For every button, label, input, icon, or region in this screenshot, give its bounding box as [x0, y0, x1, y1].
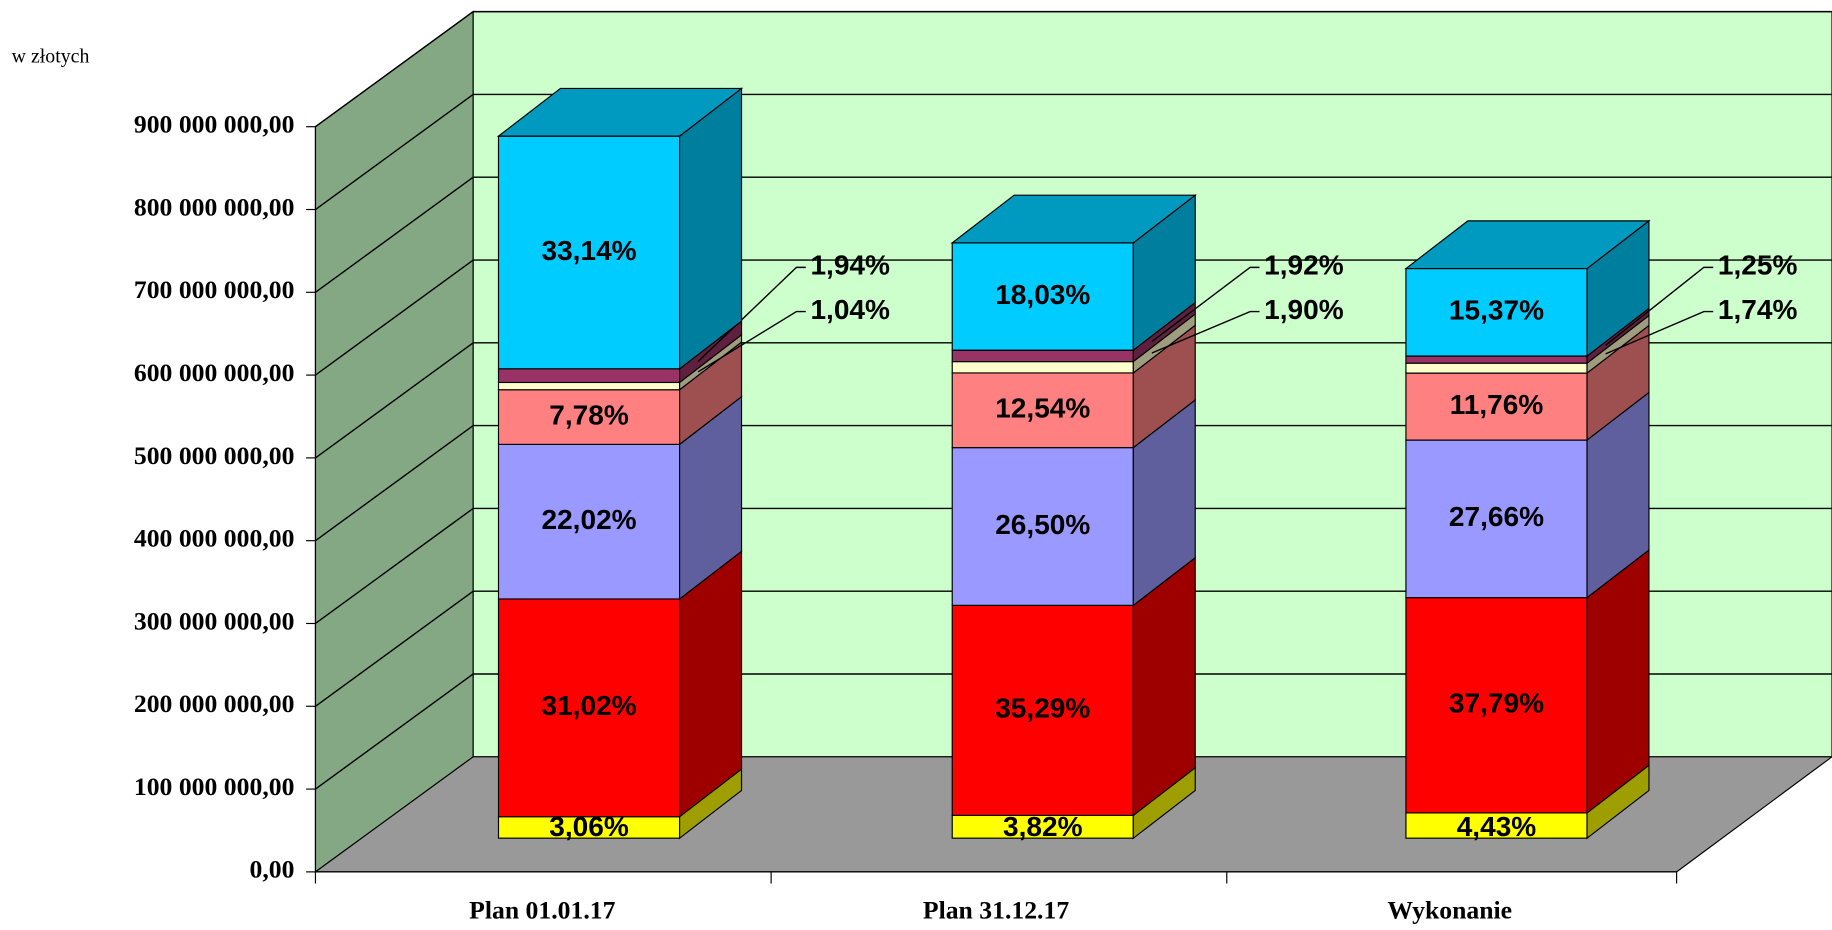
grid-line	[315, 424, 1832, 542]
y-tick-label: 800 000 000,00	[134, 192, 295, 221]
x-tick-label: Wykonanie	[1387, 895, 1512, 924]
bar-top	[1404, 220, 1651, 270]
y-tick-label: 900 000 000,00	[134, 110, 295, 139]
data-label: 1,74%	[1718, 294, 1798, 325]
grid-line	[315, 590, 1832, 707]
y-tick-label: 0,00	[249, 855, 294, 884]
bar-segment	[951, 372, 1134, 449]
callout-line	[697, 310, 806, 373]
y-tick-label: 200 000 000,00	[134, 689, 295, 718]
data-label: 4,43%	[1457, 811, 1537, 842]
y-tick-label: 700 000 000,00	[134, 275, 295, 304]
grid-line	[315, 342, 1832, 459]
y-tick-label: 400 000 000,00	[134, 524, 295, 553]
bar-segment	[497, 368, 681, 384]
bar-segment	[497, 443, 681, 600]
bar-segment	[497, 598, 681, 818]
data-label: 33,14%	[542, 235, 637, 266]
data-label: 1,25%	[1718, 250, 1798, 281]
callout-line	[1151, 266, 1260, 343]
bar-segment	[951, 361, 1134, 374]
data-label: 1,90%	[1264, 294, 1344, 325]
data-label: 7,78%	[549, 399, 629, 430]
data-label: 18,03%	[995, 279, 1090, 310]
data-label: 27,66%	[1449, 501, 1544, 532]
data-label: 15,37%	[1449, 295, 1544, 326]
data-label: 12,54%	[995, 393, 1090, 424]
bar-top	[950, 194, 1197, 244]
x-tick-label: Plan 01.01.17	[469, 895, 615, 924]
bar-segment	[1405, 267, 1588, 357]
side-wall	[314, 10, 474, 874]
grid-line	[315, 93, 1832, 211]
data-label: 3,82%	[1003, 811, 1083, 842]
data-label: 31,02%	[542, 690, 637, 721]
bar-segment	[951, 447, 1134, 606]
bar-segment	[1405, 362, 1588, 374]
bar-segment	[951, 349, 1134, 363]
bar-segment	[1405, 355, 1588, 364]
bar-segment	[1405, 597, 1588, 814]
bar-segment-side	[679, 87, 743, 370]
y-tick-label: 500 000 000,00	[134, 441, 295, 470]
data-label: 1,92%	[1264, 250, 1344, 281]
bar-top	[496, 87, 744, 137]
grid-line	[315, 176, 1832, 293]
grid-line	[315, 507, 1832, 625]
callout-line	[1605, 266, 1714, 346]
y-tick-label: 100 000 000,00	[134, 772, 295, 801]
data-label: 1,04%	[810, 294, 890, 325]
data-label: 26,50%	[995, 509, 1090, 540]
callout-line	[1151, 310, 1260, 354]
y-tick-label: 300 000 000,00	[134, 606, 295, 635]
data-label: 11,76%	[1450, 389, 1544, 420]
y-axis-label: w złotych	[12, 46, 90, 68]
bar-segment	[1405, 372, 1588, 441]
callout-line	[1605, 310, 1714, 355]
data-label: 22,02%	[542, 504, 637, 535]
data-label: 1,94%	[810, 250, 890, 281]
bar-segment	[497, 381, 681, 391]
data-label: 37,79%	[1449, 688, 1544, 719]
grid-line	[315, 673, 1832, 790]
data-label: 35,29%	[995, 693, 1090, 724]
x-tick-label: Plan 31.12.17	[923, 895, 1069, 924]
grid-line	[315, 259, 1832, 376]
y-tick-label: 600 000 000,00	[134, 358, 295, 387]
grid-line	[315, 10, 1832, 128]
